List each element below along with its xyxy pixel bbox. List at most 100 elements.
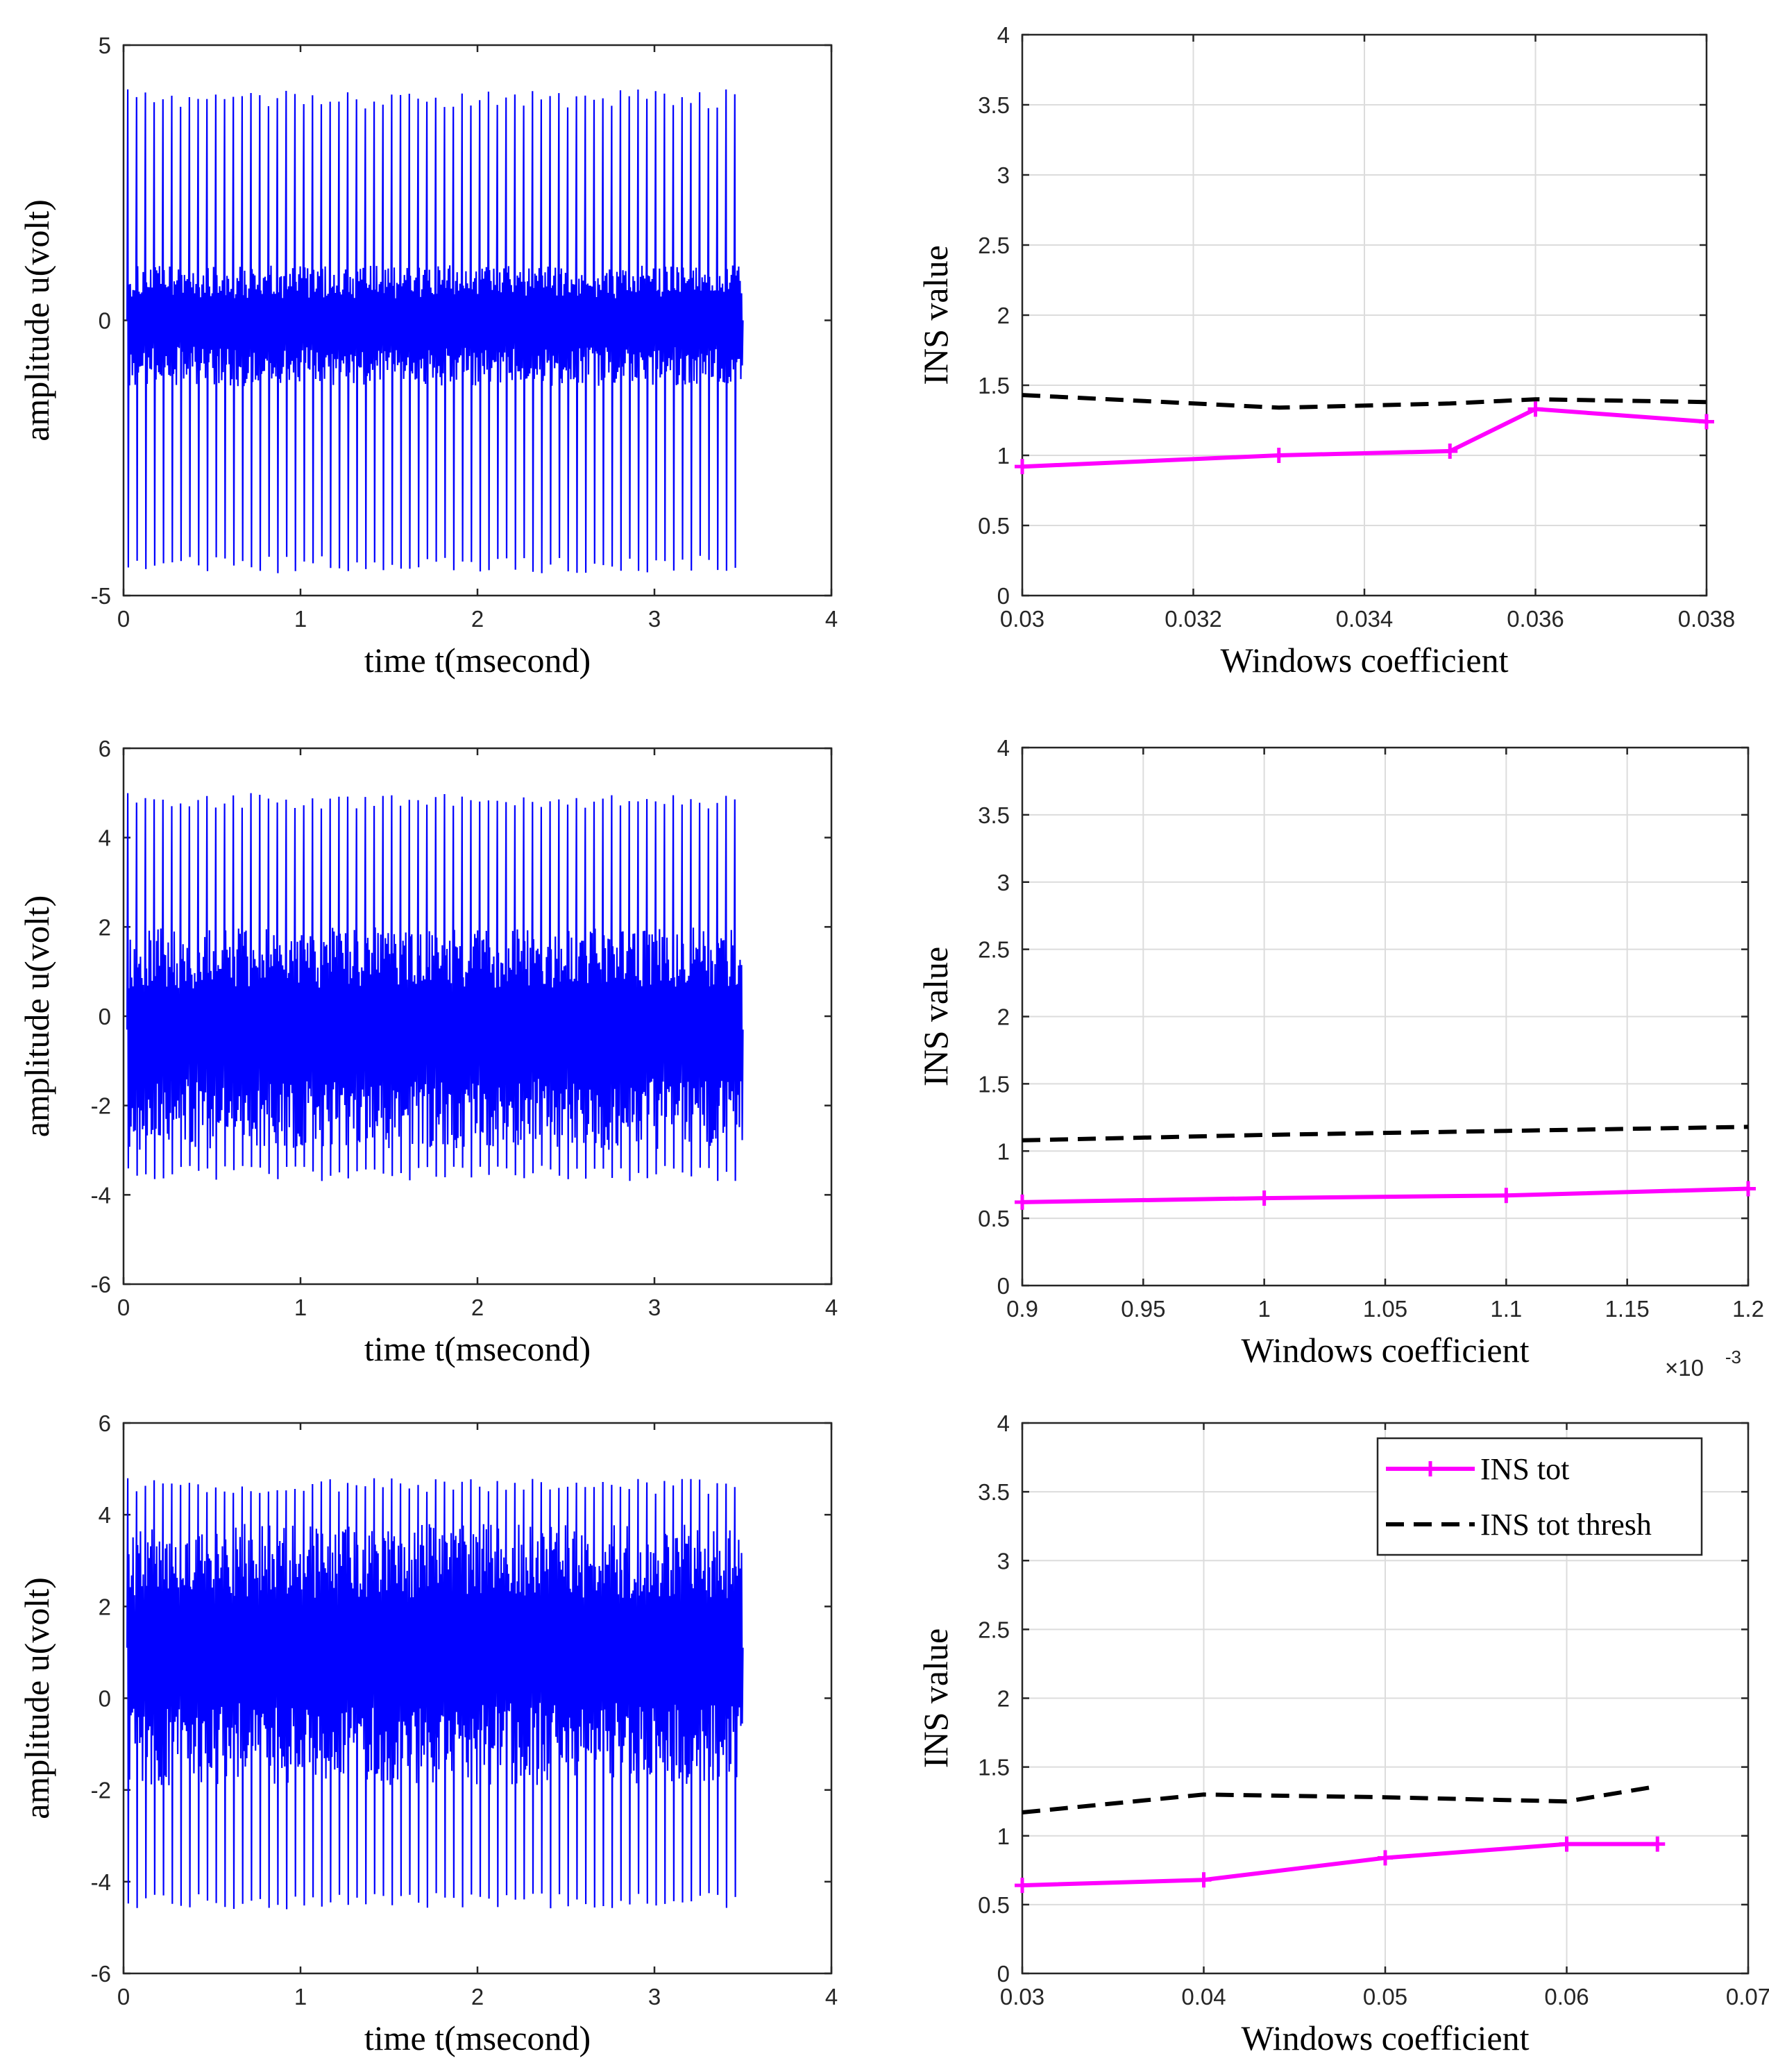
x-tick-label: 4 (825, 606, 838, 632)
y-tick-label: 3.5 (978, 92, 1010, 118)
y-tick-label: 2 (997, 303, 1010, 328)
y-tick-label: -6 (91, 1272, 111, 1297)
x-axis-label: time t(msecond) (364, 1329, 591, 1368)
y-tick-label: -4 (91, 1182, 111, 1208)
y-tick-label: 0.5 (978, 513, 1010, 539)
x-tick-label: 3 (648, 1984, 661, 2010)
x-tick-label: 0.036 (1507, 606, 1564, 632)
y-tick-label: -5 (91, 583, 111, 609)
y-tick-label: 4 (997, 22, 1010, 48)
x-tick-label: 1.1 (1490, 1296, 1522, 1322)
y-tick-label: -2 (91, 1778, 111, 1803)
data-point-ins-tot (1271, 448, 1287, 463)
legend-label: INS tot (1480, 1452, 1569, 1486)
y-tick-label: 3 (997, 162, 1010, 188)
x-tick-label: 0.03 (1000, 606, 1044, 632)
x-tick-label: 2 (471, 1984, 484, 2010)
legend-entry-ins-tot: INS tot (1386, 1452, 1569, 1486)
y-tick-label: 2 (99, 1594, 111, 1619)
y-tick-label: 0 (99, 308, 111, 334)
x-tick-label: 0.06 (1544, 1984, 1589, 2010)
y-tick-label: 4 (99, 825, 111, 851)
data-point-ins-tot (1650, 1836, 1666, 1852)
y-tick-label: 3 (997, 1548, 1010, 1574)
y-tick-label: 3 (997, 870, 1010, 895)
x-axis-label: Windows coefficient (1242, 2019, 1530, 2057)
chart-panel-middle-right: 0.9 0.95 1 1.05 1.1 1.15 1.2 0 0.5 1 1.5 2 2.5 3 3.5 4 W… (916, 735, 1764, 1381)
data-point-ins-tot (1741, 1181, 1756, 1197)
x-tick-label: 0.038 (1678, 606, 1736, 632)
x-tick-label: 0.032 (1165, 606, 1222, 632)
x-tick-label: 1 (294, 606, 307, 632)
x-tick-label: 3 (648, 606, 661, 632)
y-axis-label: amplitude u(volt) (17, 895, 56, 1138)
data-point-ins-tot (1699, 414, 1714, 430)
signal-trace (126, 793, 744, 1181)
x-tick-label: 2 (471, 606, 484, 632)
series-line-ins-tot-thresh (1022, 393, 1707, 410)
x-multiplier-exponent: -3 (1725, 1347, 1741, 1367)
y-tick-label: 0 (997, 1961, 1010, 1987)
x-axis-label: Windows coefficient (1221, 641, 1509, 680)
x-tick-label: 4 (825, 1984, 838, 2010)
y-tick-label: 1 (997, 1138, 1010, 1164)
series-line-ins-tot-thresh (1022, 1125, 1749, 1143)
y-axis-label: INS value (916, 245, 955, 385)
x-tick-label: 0.05 (1363, 1984, 1407, 2010)
x-tick-label: 0 (117, 1295, 130, 1320)
x-tick-label: 0.95 (1121, 1296, 1165, 1322)
x-axis-label: Windows coefficient (1242, 1331, 1530, 1370)
x-tick-label: 1 (294, 1295, 307, 1320)
y-tick-label: 0 (99, 1686, 111, 1712)
y-axis-label: INS value (916, 1628, 955, 1768)
y-tick-label: 4 (997, 1410, 1010, 1436)
x-tick-label: 1.2 (1732, 1296, 1764, 1322)
x-axis-label: time t(msecond) (364, 2019, 591, 2057)
series-line-ins-tot-thresh (1022, 1784, 1658, 1814)
y-axis-label: INS value (916, 947, 955, 1086)
x-tick-label: 0 (117, 1984, 130, 2010)
data-point-ins-tot (1442, 443, 1458, 459)
data-point-ins-tot (1527, 401, 1543, 417)
data-point-ins-tot (1498, 1188, 1514, 1204)
signal-trace (126, 89, 744, 573)
x-tick-label: 0.07 (1726, 1984, 1769, 2010)
y-tick-label: 0 (997, 1273, 1010, 1299)
x-tick-label: 1 (294, 1984, 307, 2010)
data-point-ins-tot (1015, 1878, 1030, 1894)
y-tick-label: 2 (997, 1004, 1010, 1030)
legend-label: INS tot thresh (1480, 1508, 1652, 1542)
y-tick-label: 1 (997, 1823, 1010, 1849)
y-tick-label: 2 (99, 914, 111, 940)
chart-panel-top-right: 0.03 0.032 0.034 0.036 0.038 0 0.5 1 1.5 2 2.5 3 3.5… (916, 22, 1735, 680)
x-tick-label: 0.03 (1000, 1984, 1044, 2010)
y-tick-label: 3.5 (978, 1479, 1010, 1505)
y-tick-label: 2.5 (978, 1617, 1010, 1642)
y-tick-label: 2 (997, 1686, 1010, 1712)
x-tick-label: 0.034 (1336, 606, 1394, 632)
data-point-ins-tot (1196, 1872, 1212, 1888)
chart-panel-bottom-right: 0.03 0.04 0.05 0.06 0.07 0 0.5 1 1.5 2 2.5 3 3.5 4 Win… (916, 1410, 1769, 2057)
y-axis-label: amplitude u(volt) (17, 1577, 56, 1819)
y-tick-label: 6 (99, 736, 111, 761)
data-point-ins-tot (1559, 1836, 1575, 1852)
y-tick-label: 2.5 (978, 233, 1010, 258)
x-tick-label: 1.05 (1363, 1296, 1407, 1322)
y-tick-label: 2.5 (978, 937, 1010, 963)
y-tick-label: 0 (99, 1004, 111, 1029)
y-tick-label: -2 (91, 1093, 111, 1119)
x-tick-label: 1 (1258, 1296, 1270, 1322)
series-line-ins-tot (1022, 1186, 1749, 1204)
x-tick-label: 1.15 (1605, 1296, 1650, 1322)
y-tick-label: 4 (99, 1502, 111, 1528)
x-tick-label: 3 (648, 1295, 661, 1320)
x-tick-label: 2 (471, 1295, 484, 1320)
x-axis-label: time t(msecond) (364, 641, 591, 680)
y-tick-label: 0 (997, 583, 1010, 609)
y-tick-label: 0.5 (978, 1892, 1010, 1918)
y-tick-label: 1.5 (978, 1755, 1010, 1780)
y-tick-label: 1.5 (978, 1071, 1010, 1097)
y-tick-label: -6 (91, 1961, 111, 1987)
